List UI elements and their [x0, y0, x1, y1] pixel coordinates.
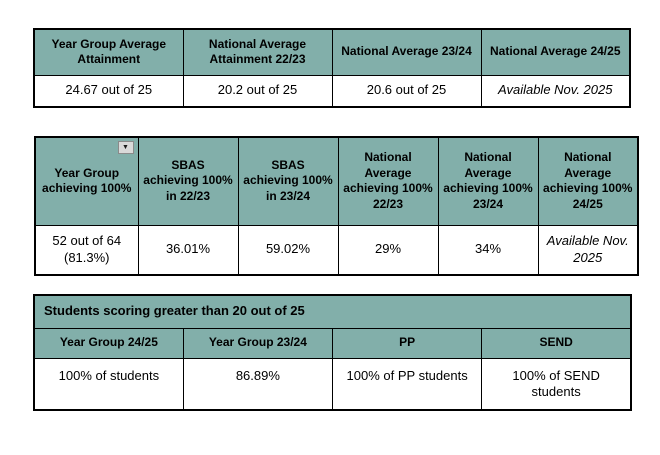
table-data-row: 52 out of 64 (81.3%) 36.01% 59.02% 29% 3…	[34, 224, 639, 276]
filter-dropdown-button[interactable]: ▼	[117, 141, 134, 154]
header-cell-sbas-2324: SBAS achieving 100% in 23/24	[237, 136, 339, 226]
header-cell-year-group-average: Year Group Average Attainment	[33, 28, 184, 76]
data-cell-national-achieving-2425: Available Nov. 2025	[537, 224, 639, 276]
data-cell-national-average-2425: Available Nov. 2025	[480, 74, 631, 108]
header-cell-national-average-2223: National Average Attainment 22/23	[182, 28, 333, 76]
header-cell-year-group-2324: Year Group 23/24	[182, 327, 334, 359]
header-cell-year-group-2425: Year Group 24/25	[33, 327, 184, 359]
scoring-above-20-table: Students scoring greater than 20 out of …	[33, 294, 632, 411]
header-cell-sbas-2223: SBAS achieving 100% in 22/23	[137, 136, 239, 226]
average-attainment-table: Year Group Average Attainment National A…	[33, 28, 631, 108]
header-cell-national-achieving-2223: National Average achieving 100% 22/23	[337, 136, 439, 226]
table-title: Students scoring greater than 20 out of …	[33, 294, 632, 329]
filter-dropdown-icon: ▼	[122, 144, 129, 151]
header-cell-national-average-2425: National Average 24/25	[480, 28, 631, 76]
header-cell-national-average-2324: National Average 23/24	[331, 28, 482, 76]
header-cell-send: SEND	[481, 327, 632, 359]
data-cell-national-average-2223: 20.2 out of 25	[182, 74, 333, 108]
header-label: Year Group achieving 100%	[42, 165, 132, 196]
data-cell-national-achieving-2324: 34%	[437, 224, 539, 276]
data-cell-pp: 100% of PP students	[331, 357, 483, 411]
data-cell-year-group-2425: 100% of students	[33, 357, 184, 411]
header-cell-national-achieving-2425: National Average achieving 100% 24/25	[537, 136, 639, 226]
header-cell-year-group-achieving: ▼ Year Group achieving 100%	[34, 136, 139, 226]
table-header-row: Year Group Average Attainment National A…	[33, 28, 631, 76]
data-cell-year-group-2324: 86.89%	[182, 357, 334, 411]
table-header-row: Year Group 24/25 Year Group 23/24 PP SEN…	[33, 327, 632, 359]
table-header-row: ▼ Year Group achieving 100% SBAS achievi…	[34, 136, 639, 226]
data-cell-national-achieving-2223: 29%	[337, 224, 439, 276]
data-cell-national-average-2324: 20.6 out of 25	[331, 74, 482, 108]
data-cell-send: 100% of SEND students	[481, 357, 632, 411]
table-title-row: Students scoring greater than 20 out of …	[33, 294, 632, 329]
table-data-row: 24.67 out of 25 20.2 out of 25 20.6 out …	[33, 74, 631, 108]
header-cell-pp: PP	[331, 327, 483, 359]
data-cell-year-group-achieving: 52 out of 64 (81.3%)	[34, 224, 139, 276]
data-cell-year-group-average: 24.67 out of 25	[33, 74, 184, 108]
table-data-row: 100% of students 86.89% 100% of PP stude…	[33, 357, 632, 411]
data-cell-sbas-2324: 59.02%	[237, 224, 339, 276]
header-cell-national-achieving-2324: National Average achieving 100% 23/24	[437, 136, 539, 226]
achieving-100-table: ▼ Year Group achieving 100% SBAS achievi…	[34, 136, 639, 276]
data-cell-sbas-2223: 36.01%	[137, 224, 239, 276]
